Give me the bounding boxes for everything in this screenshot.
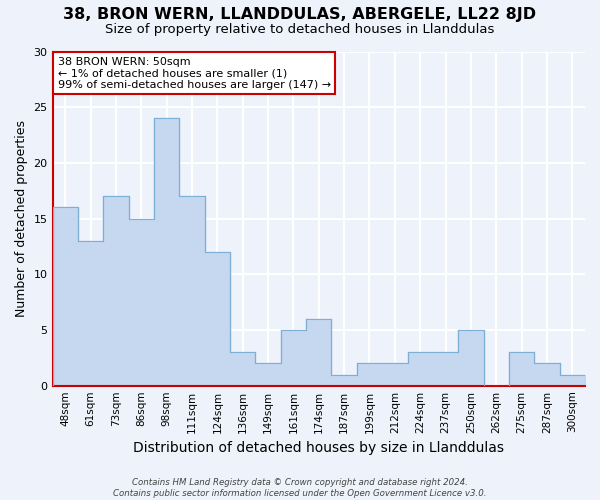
Text: 38, BRON WERN, LLANDDULAS, ABERGELE, LL22 8JD: 38, BRON WERN, LLANDDULAS, ABERGELE, LL2… bbox=[64, 8, 536, 22]
Text: 38 BRON WERN: 50sqm
← 1% of detached houses are smaller (1)
99% of semi-detached: 38 BRON WERN: 50sqm ← 1% of detached hou… bbox=[58, 56, 331, 90]
Y-axis label: Number of detached properties: Number of detached properties bbox=[15, 120, 28, 317]
X-axis label: Distribution of detached houses by size in Llanddulas: Distribution of detached houses by size … bbox=[133, 441, 504, 455]
Text: Contains HM Land Registry data © Crown copyright and database right 2024.
Contai: Contains HM Land Registry data © Crown c… bbox=[113, 478, 487, 498]
Text: Size of property relative to detached houses in Llanddulas: Size of property relative to detached ho… bbox=[106, 22, 494, 36]
